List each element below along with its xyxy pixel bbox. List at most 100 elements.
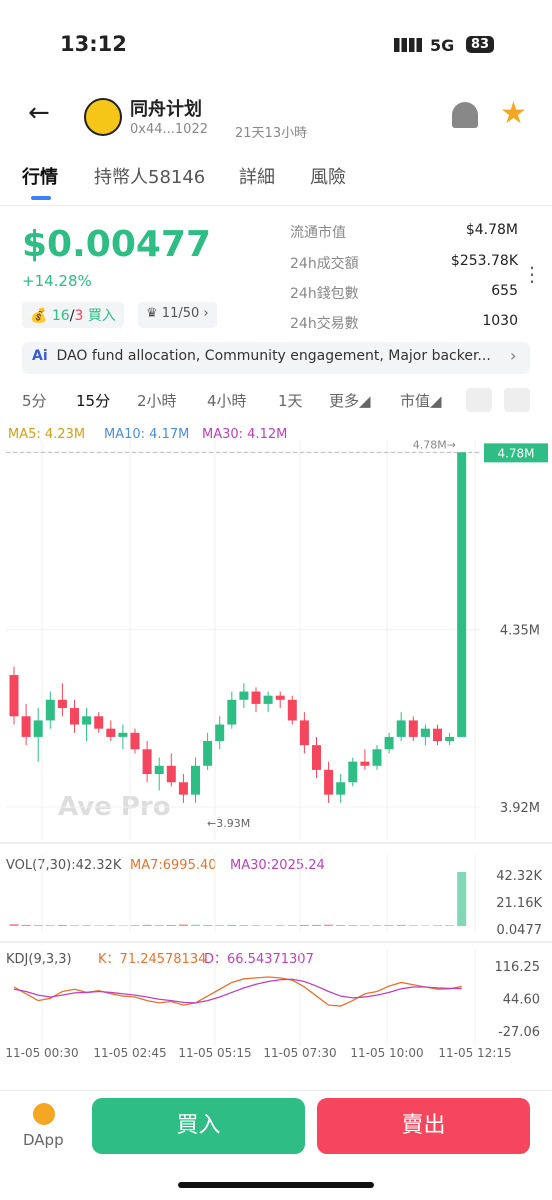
tab[interactable]: 詳細 bbox=[239, 167, 275, 188]
kdj-k-label: K：71.24578134 bbox=[98, 952, 206, 967]
signal bbox=[394, 38, 422, 52]
chevron: › bbox=[510, 346, 517, 365]
candle-body bbox=[191, 765, 200, 795]
volume-bar bbox=[263, 925, 273, 926]
indicator-button[interactable] bbox=[466, 388, 492, 412]
volume-bar bbox=[420, 925, 430, 926]
stat-label: 流通市值 bbox=[290, 225, 346, 241]
volume-bar bbox=[70, 925, 79, 926]
x-tick-label: 11-05 10:00 bbox=[350, 1046, 423, 1060]
candle-body bbox=[21, 716, 31, 737]
volume-bar bbox=[21, 924, 31, 926]
volume-bar bbox=[166, 924, 176, 926]
battery: 83 bbox=[466, 36, 495, 53]
interval[interactable]: 更多◢ bbox=[329, 392, 371, 410]
buy-count: 💰 16 bbox=[30, 308, 70, 324]
dapp-icon[interactable] bbox=[33, 1103, 55, 1125]
candle-body bbox=[336, 782, 346, 795]
volume-bar bbox=[299, 924, 309, 926]
volume-bar bbox=[191, 924, 200, 926]
volume-bar bbox=[445, 925, 455, 926]
candle-body bbox=[312, 745, 321, 770]
candle-body bbox=[396, 720, 406, 737]
token-age: 21天13小時 bbox=[235, 126, 308, 141]
buy-button[interactable]: 買入 bbox=[92, 1098, 305, 1154]
candle-body bbox=[420, 728, 430, 737]
tab-indicator bbox=[31, 196, 51, 200]
ai-summary[interactable]: Ai DAO fund allocation, Community engage… bbox=[22, 342, 530, 374]
y-tick-label: -27.06 bbox=[498, 1025, 540, 1040]
ma5-label: MA5: 4.23M bbox=[8, 427, 86, 442]
divider bbox=[0, 1090, 552, 1091]
price-tag bbox=[484, 443, 548, 463]
tab[interactable]: 持幣人58146 bbox=[94, 167, 206, 188]
stat-value: 655 bbox=[491, 283, 518, 299]
sell-button[interactable]: 賣出 bbox=[317, 1098, 530, 1154]
interval[interactable]: 1天 bbox=[278, 392, 303, 410]
back-button[interactable]: ← bbox=[28, 98, 50, 128]
trade-action: 買入 bbox=[87, 308, 116, 324]
candle-body bbox=[263, 695, 273, 704]
tab[interactable]: 行情 bbox=[22, 167, 58, 188]
favorite-star[interactable]: ★ bbox=[500, 96, 527, 131]
interval[interactable]: 4小時 bbox=[207, 392, 247, 410]
x-tick-label: 11-05 12:15 bbox=[438, 1046, 511, 1060]
price-change: +14.28% bbox=[22, 272, 92, 290]
candle-body bbox=[118, 732, 128, 737]
candle-body bbox=[372, 749, 382, 766]
candle-body bbox=[70, 708, 79, 725]
volume-bar bbox=[348, 925, 358, 926]
volume-bar bbox=[118, 925, 128, 926]
candle-body bbox=[106, 728, 116, 737]
volume-bar bbox=[57, 924, 67, 926]
more-menu[interactable]: ⋮ bbox=[522, 262, 542, 286]
volume-bar bbox=[275, 925, 285, 926]
token-name: 同舟计划 bbox=[130, 99, 202, 120]
stat-value: 1030 bbox=[482, 313, 518, 329]
kdj-d-label: D：66.54371307 bbox=[204, 952, 314, 967]
candle-body bbox=[33, 720, 43, 737]
interval[interactable]: 15分 bbox=[76, 392, 111, 410]
candle-body bbox=[239, 691, 249, 700]
dapp-label[interactable]: DApp bbox=[23, 1131, 64, 1149]
stat-value: $253.78K bbox=[450, 253, 518, 269]
y-tick-label: 116.25 bbox=[495, 960, 541, 975]
candle-body bbox=[9, 675, 19, 717]
candle-body bbox=[178, 782, 188, 795]
candle-body bbox=[94, 716, 104, 729]
volume-bar bbox=[142, 924, 152, 926]
candle-body bbox=[408, 720, 418, 737]
ma30-label: MA30: 4.12M bbox=[202, 427, 288, 442]
y-tick-label: 0.0477 bbox=[497, 923, 543, 938]
volume-bar bbox=[396, 924, 406, 926]
interval[interactable]: 市值◢ bbox=[400, 392, 442, 410]
candle-body bbox=[215, 724, 225, 742]
candle-body bbox=[45, 699, 55, 721]
stat-value: $4.78M bbox=[465, 222, 518, 238]
trade-counts[interactable]: 💰 16/3 買入 bbox=[22, 302, 124, 328]
candle-body bbox=[348, 761, 358, 783]
candle-body bbox=[275, 695, 285, 700]
volume-bar bbox=[203, 924, 213, 926]
volume-bar bbox=[82, 925, 92, 926]
tab[interactable]: 風險 bbox=[310, 167, 346, 188]
alert-bell[interactable] bbox=[452, 102, 478, 128]
token-address[interactable]: 0x44...1022 bbox=[130, 122, 208, 137]
holders-ratio[interactable]: ♛ 11/50 › bbox=[138, 302, 217, 328]
settings-button[interactable] bbox=[504, 388, 530, 412]
candle-body bbox=[227, 699, 237, 725]
volume-bar bbox=[45, 925, 55, 926]
low-note: ←3.93M bbox=[207, 817, 250, 830]
x-tick-label: 11-05 00:30 bbox=[5, 1046, 78, 1060]
y-tick-label: 21.16K bbox=[496, 896, 542, 911]
candle-body bbox=[299, 720, 309, 746]
price-tag-label: 4.78M bbox=[497, 446, 534, 460]
volume-bar bbox=[215, 925, 225, 926]
volume-bar bbox=[9, 924, 19, 926]
interval[interactable]: 5分 bbox=[22, 392, 47, 410]
candle-body bbox=[82, 716, 92, 725]
x-tick-label: 11-05 02:45 bbox=[93, 1046, 166, 1060]
candle-body bbox=[287, 699, 297, 721]
interval[interactable]: 2小時 bbox=[137, 392, 177, 410]
